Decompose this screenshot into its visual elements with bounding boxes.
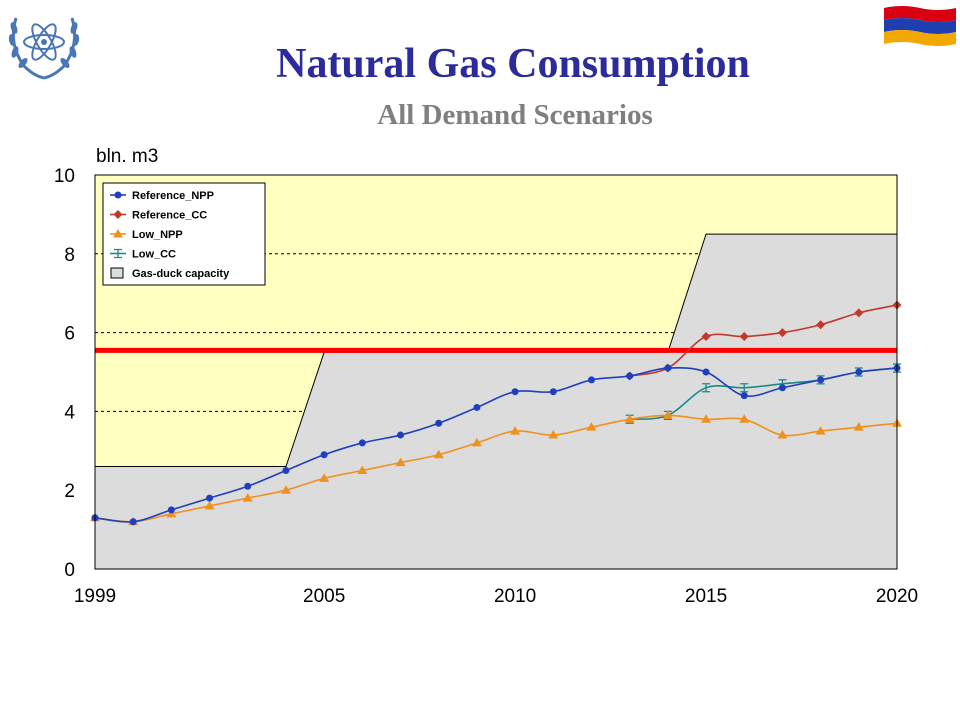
legend: Reference_NPP Reference_CC Low_NPP Low_CC Ga… [102,182,266,286]
point-reference-npp-2008 [435,419,443,427]
legend-items: Reference_NPP Reference_CC Low_NPP Low_CC Ga… [110,190,230,280]
point-reference-npp-2007 [397,431,405,439]
legend-box [102,182,266,286]
axis-ticks: 1999 2005 2010 2015 2020 0 2 4 6 8 10 [54,166,918,607]
legend-marker-reference-npp [114,191,122,199]
point-reference-npp-2002 [206,494,214,502]
point-reference-npp-2019 [855,368,863,376]
point-reference-cc-2019 [854,308,864,318]
series-line-reference-npp [94,366,898,523]
point-low-cc-2016 [740,383,749,393]
point-low-npp-2006 [357,465,368,474]
legend-marker-low-npp [113,229,123,238]
point-low-cc-2015 [702,383,711,393]
point-reference-cc-2018 [816,320,826,330]
point-low-npp-2013 [624,414,635,423]
legend-label-reference-npp: Reference_NPP [132,190,214,202]
point-low-npp-2019 [853,422,864,431]
point-low-npp-2009 [471,437,482,447]
y-tick-label-6: 6 [64,324,75,345]
x-tick-label-2020: 2020 [876,586,918,607]
point-reference-cc-2017 [777,328,787,338]
un-laurel-emblem-icon [8,17,80,80]
point-reference-npp-2009 [473,403,481,411]
gas-consumption-chart: 1999 2005 2010 2015 2020 0 2 4 6 8 10 bln. m3 Refe… [54,146,918,607]
point-reference-npp-2013 [626,372,634,380]
point-reference-npp-2014 [664,364,672,372]
legend-swatch-gas-duck-capacity [110,267,124,279]
x-tick-label-2010: 2010 [494,586,536,607]
point-low-npp-2003 [242,493,253,502]
point-low-npp-2012 [586,422,597,431]
point-reference-npp-2004 [282,467,290,474]
point-reference-npp-2015 [702,368,710,376]
armenia-flag-icon [884,6,956,46]
point-low-npp-2015 [701,414,712,423]
point-reference-npp-2005 [320,451,328,459]
point-low-npp-2004 [280,485,291,494]
point-reference-npp-2016 [740,392,748,400]
legend-label-low-cc: Low_CC [132,249,176,261]
point-low-npp-2017 [777,430,788,439]
page-subtitle: All Demand Scenarios [377,99,653,131]
point-reference-npp-2012 [587,376,595,384]
y-tick-label-10: 10 [54,166,75,187]
point-reference-npp-2011 [549,388,557,396]
y-tick-label-2: 2 [64,481,75,502]
series-line-low-npp [94,414,898,523]
y-axis-unit-label: bln. m3 [96,146,158,167]
point-reference-npp-2017 [778,384,786,392]
point-reference-npp-2010 [511,388,519,396]
x-tick-label-1999: 1999 [74,586,116,607]
point-low-npp-2005 [319,473,330,482]
point-low-npp-2014 [662,410,673,419]
point-reference-cc-2016 [739,332,749,342]
y-tick-label-4: 4 [64,402,75,423]
legend-label-low-npp: Low_NPP [132,229,183,241]
point-reference-npp-2000 [129,518,137,526]
legend-marker-low-cc [114,248,122,259]
point-low-npp-2007 [395,457,406,467]
x-tick-label-2005: 2005 [303,586,345,607]
point-low-npp-2018 [815,426,826,435]
point-low-npp-2011 [548,430,559,439]
point-reference-cc-2015 [701,332,711,342]
point-low-npp-2010 [510,426,521,435]
point-reference-npp-2001 [167,506,175,514]
point-reference-npp-2018 [817,376,825,384]
page-title: Natural Gas Consumption [276,41,750,87]
point-reference-npp-2003 [244,482,252,490]
legend-label-reference-cc: Reference_CC [132,210,207,222]
series-group [90,300,902,526]
legend-label-gas-duck-capacity: Gas-duck capacity [132,268,230,280]
legend-marker-reference-cc [113,210,123,219]
y-tick-label-0: 0 [64,560,75,581]
point-low-npp-2016 [739,414,750,423]
point-low-npp-2002 [204,500,215,510]
point-low-npp-2008 [433,449,444,459]
x-tick-label-2015: 2015 [685,586,727,607]
y-tick-label-8: 8 [64,245,75,266]
point-reference-npp-2006 [358,439,366,447]
